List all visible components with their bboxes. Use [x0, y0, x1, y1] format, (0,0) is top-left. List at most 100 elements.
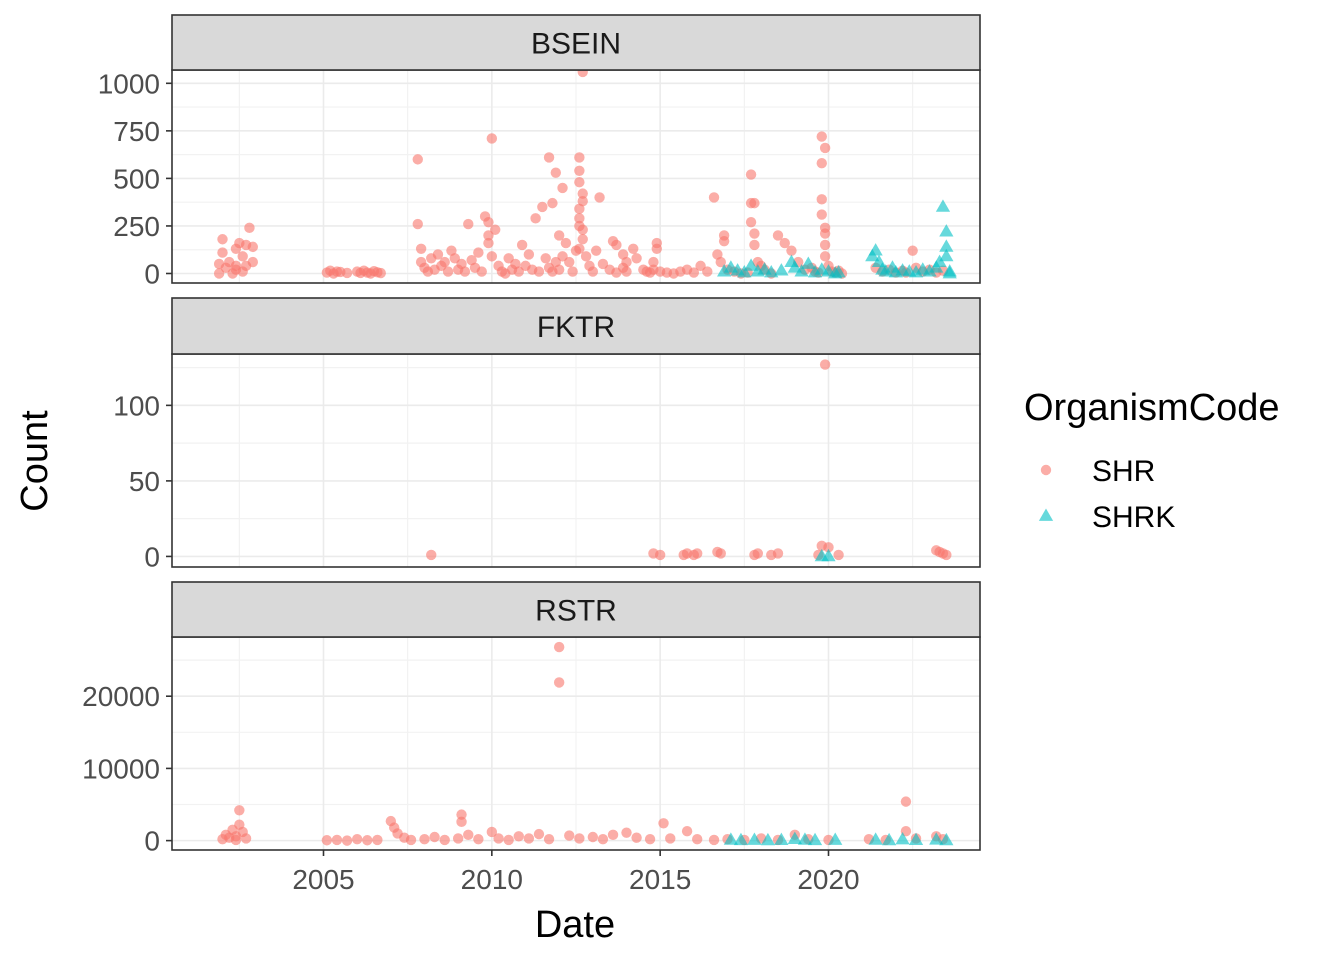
point-shr — [543, 152, 555, 163]
points — [213, 66, 957, 279]
point-shr — [426, 549, 437, 561]
point-shrk — [801, 256, 816, 269]
point-shr — [621, 266, 632, 277]
point-shr — [574, 165, 585, 176]
x-tick-label: 2020 — [797, 864, 859, 895]
point-shrk — [774, 832, 789, 846]
point-shrk — [760, 832, 776, 846]
panel-bsein: BSEIN 0 250 500 750 1000 — [98, 14, 981, 289]
point-shr — [577, 188, 588, 199]
point-shr — [516, 239, 528, 251]
point-shr — [463, 218, 474, 230]
y-tick-label: 100 — [113, 390, 160, 421]
point-shr — [503, 834, 514, 846]
legend-item-shrk: SHRK — [1038, 501, 1175, 534]
point-shr — [564, 830, 575, 841]
strip-background — [171, 14, 981, 71]
point-shrk — [908, 832, 924, 846]
point-shr — [621, 827, 632, 838]
point-shr — [523, 833, 535, 844]
point-shrk — [929, 832, 944, 845]
point-shr — [779, 237, 790, 249]
point-shrk — [794, 264, 809, 277]
point-shr — [772, 230, 784, 241]
point-shr — [819, 228, 831, 239]
point-shr — [429, 831, 440, 843]
point-shr — [816, 194, 827, 205]
point-shr — [432, 249, 444, 260]
x-axis-title: Date — [535, 904, 615, 946]
point-shr — [577, 234, 588, 245]
point-shrk — [787, 260, 802, 273]
point-shrk — [935, 199, 951, 212]
point-shrk — [939, 248, 954, 262]
point-shr — [564, 256, 575, 268]
point-shr — [708, 192, 720, 203]
points — [426, 359, 952, 562]
point-shr — [587, 266, 599, 277]
point-shrk — [831, 265, 846, 278]
point-shr — [577, 224, 588, 235]
point-shr — [476, 266, 487, 277]
y-tick-label: 10000 — [82, 753, 160, 784]
legend-title: OrganismCode — [1024, 387, 1280, 429]
point-shr — [580, 251, 592, 262]
point-shr — [456, 809, 467, 820]
point-shr — [654, 549, 666, 561]
point-shr — [749, 228, 760, 239]
point-shr — [372, 834, 383, 846]
point-shr — [665, 833, 676, 844]
x-tick-label: 2015 — [629, 864, 691, 895]
point-shr — [459, 266, 471, 277]
point-shr — [375, 267, 386, 279]
point-shr — [351, 833, 363, 845]
point-shrk — [723, 832, 738, 845]
point-shr — [688, 267, 700, 278]
x-axis: 2005 2010 2015 2020 — [292, 850, 860, 895]
point-shr — [567, 266, 578, 277]
point-shr — [819, 239, 831, 251]
point-shr — [907, 245, 918, 256]
point-shr — [550, 167, 561, 178]
point-shr — [749, 239, 760, 251]
point-shr — [537, 201, 548, 213]
legend-key-shr — [1040, 464, 1052, 476]
point-shrk — [737, 265, 752, 278]
point-shr — [486, 826, 498, 838]
point-shr — [574, 203, 585, 215]
y-axis-title: Count — [14, 410, 56, 512]
strip-label: RSTR — [535, 595, 617, 628]
points — [217, 641, 954, 846]
point-shr — [547, 197, 558, 209]
point-shr — [234, 805, 245, 816]
point-shr — [745, 216, 757, 228]
point-shr — [745, 169, 757, 180]
point-shr — [341, 835, 353, 846]
point-shr — [941, 549, 952, 561]
point-shr — [786, 245, 797, 256]
point-shrk — [774, 263, 789, 276]
y-tick-label: 0 — [144, 541, 160, 572]
point-shr — [463, 829, 474, 841]
point-shr — [412, 218, 423, 230]
legend-key-shrk — [1038, 508, 1054, 521]
point-shr — [574, 243, 585, 254]
point-shrk — [733, 832, 749, 846]
point-shr — [628, 243, 639, 254]
panel-rstr: RSTR 0 10000 20000 — [82, 581, 981, 857]
point-shr — [419, 833, 430, 845]
point-shrk — [868, 832, 883, 845]
point-shr — [819, 251, 831, 262]
point-shrk — [797, 832, 813, 845]
point-shr — [597, 833, 609, 845]
point-shr — [708, 834, 720, 846]
point-shr — [553, 264, 565, 275]
point-shrk — [717, 264, 732, 277]
point-shr — [362, 835, 373, 846]
point-shr — [651, 237, 662, 249]
legend-label: SHR — [1092, 455, 1155, 488]
point-shr — [594, 192, 605, 203]
point-shr — [473, 833, 484, 845]
point-shr — [631, 832, 642, 843]
point-shr — [611, 239, 622, 251]
